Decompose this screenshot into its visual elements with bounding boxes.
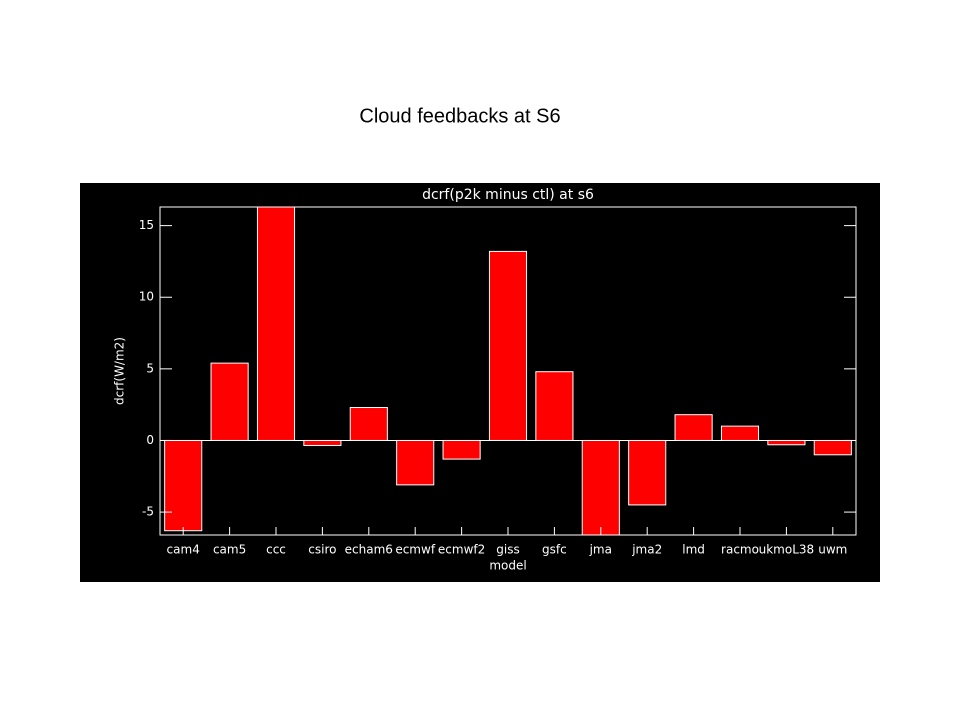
x-tick-label: racmo [721, 543, 759, 557]
bar [396, 439, 435, 486]
y-tick-label: 10 [139, 290, 154, 304]
y-tick-label: 5 [146, 361, 154, 375]
x-tick-label: cam5 [213, 543, 246, 557]
bar [442, 439, 481, 460]
x-tick-label: giss [496, 543, 519, 557]
y-tick-label: -5 [142, 505, 154, 519]
x-tick-label: uwm [818, 543, 847, 557]
x-tick-label: jma [589, 543, 612, 557]
bar [349, 407, 388, 441]
bar [303, 439, 342, 446]
bars-group [164, 207, 852, 535]
y-tick-label: 0 [146, 433, 154, 447]
x-tick-label: ukmoL38 [759, 543, 815, 557]
bar [210, 362, 249, 441]
bar [535, 371, 574, 441]
y-axis-label: dcrf(W/m2) [113, 337, 127, 405]
x-tick-label: lmd [682, 543, 705, 557]
x-tick-label: gsfc [542, 543, 567, 557]
bar [674, 414, 713, 441]
x-tick-label: echam6 [345, 543, 393, 557]
x-tick-label: jma2 [631, 543, 662, 557]
bar [720, 425, 760, 441]
y-tick-label: 15 [139, 218, 154, 232]
page-title: Cloud feedbacks at S6 [359, 105, 560, 127]
bar [628, 439, 667, 506]
bar [813, 439, 852, 456]
bar [488, 250, 528, 441]
bar [164, 439, 203, 532]
bar [256, 207, 296, 441]
x-tick-label: ccc [266, 543, 286, 557]
chart-title: dcrf(p2k minus ctl) at s6 [422, 187, 594, 203]
bar [581, 439, 620, 535]
x-tick-label: ecmwf2 [438, 543, 485, 557]
x-tick-label: csiro [308, 543, 336, 557]
x-tick-label: ecmwf [395, 543, 435, 557]
bar [767, 439, 806, 446]
x-tick-label: cam4 [167, 543, 200, 557]
x-axis-label: model [489, 559, 526, 573]
